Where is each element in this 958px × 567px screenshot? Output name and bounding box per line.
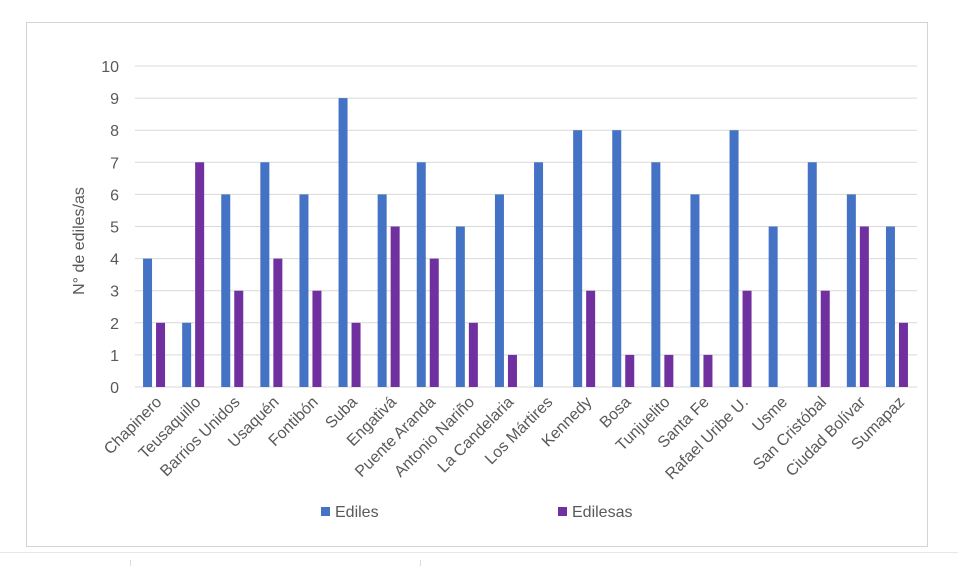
bar-edilesas	[742, 290, 752, 387]
y-axis-title: N° de ediles/as	[71, 187, 88, 295]
bar-ediles	[612, 130, 622, 387]
bar-edilesas	[664, 354, 674, 387]
bar-ediles	[494, 194, 504, 387]
bar-ediles	[299, 194, 309, 387]
ruler-tick	[420, 560, 421, 566]
y-tick-label: 9	[110, 91, 119, 108]
bar-ediles	[455, 226, 465, 387]
bar-edilesas	[468, 322, 478, 387]
bar-ediles	[729, 130, 739, 387]
bars	[143, 98, 908, 387]
bar-edilesas	[156, 322, 166, 387]
bar-edilesas	[703, 354, 713, 387]
bar-ediles	[338, 98, 348, 387]
legend: Ediles Edilesas	[321, 504, 632, 521]
bar-ediles	[690, 194, 700, 387]
bar-edilesas	[312, 290, 322, 387]
bar-edilesas	[234, 290, 244, 387]
legend-label: Ediles	[335, 504, 379, 521]
bar-ediles	[885, 226, 895, 387]
divider	[0, 552, 958, 553]
bar-ediles	[846, 194, 856, 387]
bar-ediles	[260, 162, 270, 387]
y-tick-label: 4	[110, 252, 119, 269]
y-tick-label: 2	[110, 316, 119, 333]
y-tick-label: 3	[110, 284, 119, 301]
bar-ediles	[534, 162, 544, 387]
bar-ediles	[807, 162, 817, 387]
bar-ediles	[221, 194, 231, 387]
y-tick-label: 10	[101, 59, 119, 76]
bar-edilesas	[195, 162, 205, 387]
ruler-tick	[130, 560, 131, 566]
gridlines	[135, 65, 917, 388]
bar-edilesas	[820, 290, 830, 387]
bar-edilesas	[507, 354, 517, 387]
y-tick-label: 5	[110, 220, 119, 237]
bar-ediles	[143, 258, 153, 387]
bar-edilesas	[273, 258, 283, 387]
bar-ediles	[768, 226, 778, 387]
bar-ediles	[416, 162, 426, 387]
legend-swatch	[321, 507, 330, 516]
bar-edilesas	[351, 322, 361, 387]
y-tick-label: 1	[110, 348, 119, 365]
bar-edilesas	[859, 226, 869, 387]
y-tick-label: 8	[110, 123, 119, 140]
bar-ediles	[182, 322, 192, 387]
bar-ediles	[651, 162, 661, 387]
y-tick-labels: 0 1 2 3 4 5 6 7 8 9 10	[101, 59, 119, 397]
y-tick-label: 6	[110, 187, 119, 204]
legend-label: Edilesas	[572, 504, 632, 521]
bar-edilesas	[625, 354, 635, 387]
bar-ediles	[573, 130, 583, 387]
y-tick-label: 7	[110, 155, 119, 172]
legend-swatch	[558, 507, 567, 516]
y-tick-label: 0	[110, 380, 119, 397]
bar-edilesas	[429, 258, 439, 387]
bar-edilesas	[586, 290, 596, 387]
bar-edilesas	[390, 226, 400, 387]
bar-ediles	[377, 194, 387, 387]
chart-frame: 0 1 2 3 4 5 6 7 8 9 10 Chapinero Teusaquillo Barrios…	[26, 22, 928, 547]
bar-edilesas	[898, 322, 908, 387]
bar-chart: 0 1 2 3 4 5 6 7 8 9 10 ChapineroTeusaquilloBarrios…	[71, 59, 917, 521]
